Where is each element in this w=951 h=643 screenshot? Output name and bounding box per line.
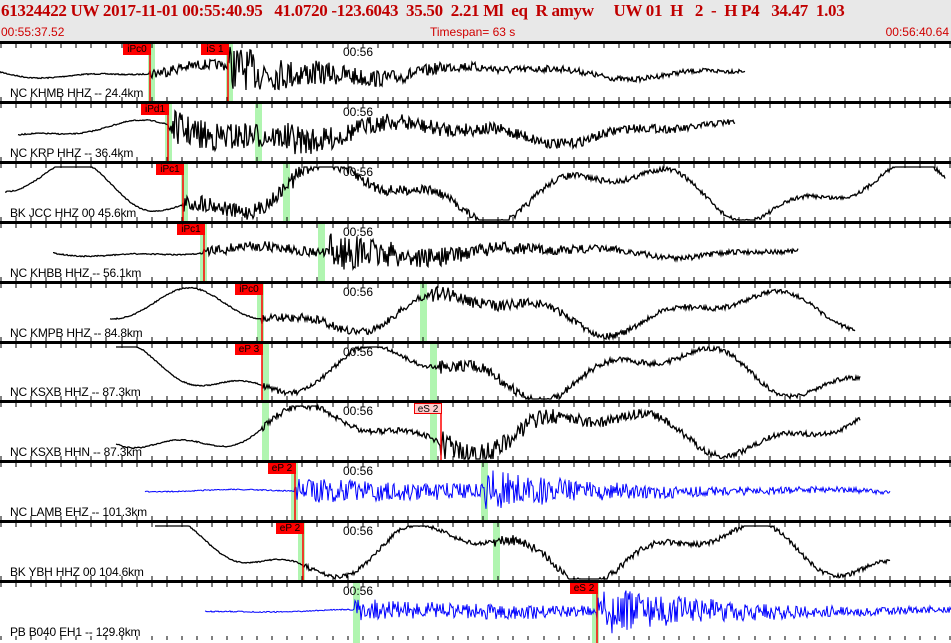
seismogram — [0, 224, 951, 284]
predicted-arrival-band — [318, 224, 325, 284]
predicted-arrival-band — [262, 344, 269, 403]
start-time: 00:55:37.52 — [1, 25, 65, 39]
station-label: NC LAMB EHZ -- 101.3km — [10, 505, 147, 519]
predicted-arrival-band — [592, 583, 599, 643]
trace-panel[interactable]: NC KMPB HHZ -- 84.8km 00:56 iPc0 — [0, 281, 951, 344]
waveform-trace — [5, 165, 946, 223]
seismogram — [0, 344, 951, 403]
pick-label[interactable]: iPc0 — [235, 284, 263, 295]
predicted-arrival-band — [430, 403, 437, 463]
time-label: 00:56 — [343, 45, 374, 59]
waveform-trace — [204, 590, 951, 634]
predicted-arrival-band — [148, 44, 155, 104]
time-label: 00:56 — [343, 464, 374, 478]
trace-panel[interactable]: NC KSXB HHN -- 87.3km 00:56 eS 2 — [0, 400, 951, 463]
waveform-trace — [0, 46, 746, 91]
predicted-arrival-band — [420, 284, 427, 344]
trace-panel[interactable]: BK YBH HHZ 00 104.6km 00:56 eP 2 — [0, 520, 951, 583]
timespan: Timespan= 63 s — [430, 25, 516, 39]
station-label: BK YBH HHZ 00 104.6km — [10, 565, 144, 579]
waveform-trace — [53, 233, 799, 271]
station-label: NC KRP HHZ -- 36.4km — [10, 146, 134, 160]
waveform-trace — [109, 285, 856, 341]
seismogram — [0, 523, 951, 583]
pick-label[interactable]: eP 2 — [276, 523, 304, 534]
predicted-arrival-band — [262, 403, 269, 463]
station-label: NC KMPB HHZ -- 84.8km — [10, 326, 143, 340]
time-label: 00:56 — [343, 345, 374, 359]
end-time: 00:56:40.64 — [885, 25, 949, 39]
event-header: 61324422 UW 2017-11-01 00:55:40.95 41.07… — [0, 0, 951, 41]
seismogram — [0, 104, 951, 164]
time-label: 00:56 — [343, 285, 374, 299]
pick-label[interactable]: eS 2 — [414, 403, 442, 415]
waveform-trace — [155, 524, 891, 581]
time-label: 00:56 — [343, 584, 374, 598]
predicted-arrival-band — [298, 523, 305, 583]
pick-label[interactable]: eP 2 — [268, 463, 296, 474]
seismogram — [0, 403, 951, 463]
seismogram — [0, 284, 951, 344]
seismogram — [0, 44, 951, 104]
trace-panel[interactable]: NC KSXB HHZ -- 87.3km 00:56 eP 3 — [0, 341, 951, 403]
trace-panel[interactable]: BK JCC HHZ 00 45.6km 00:56 iPc1 — [0, 161, 951, 224]
time-label: 00:56 — [343, 524, 374, 538]
predicted-arrival-band — [257, 284, 264, 344]
predicted-arrival-band — [430, 344, 437, 403]
time-label: 00:56 — [343, 404, 374, 418]
station-label: BK JCC HHZ 00 45.6km — [10, 206, 137, 220]
pick-label[interactable]: iS 1 — [201, 44, 229, 55]
trace-panel[interactable]: NC KHBB HHZ -- 56.1km 00:56 iPc1 — [0, 221, 951, 284]
station-label: NC KHMB HHZ -- 24.4km — [10, 86, 144, 100]
seismogram — [0, 583, 951, 643]
seismogram — [0, 463, 951, 523]
trace-panel[interactable]: PB B040 EH1 -- 129.8km 00:56 eS 2 — [0, 580, 951, 643]
predicted-arrival-band — [493, 523, 500, 583]
waveform-trace — [116, 344, 861, 401]
trace-panel[interactable]: NC KHMB HHZ -- 24.4km 00:56 iPc0 iS 1 — [0, 41, 951, 104]
predicted-arrival-band — [181, 164, 188, 224]
pick-label[interactable]: eS 2 — [570, 583, 598, 594]
time-label: 00:56 — [343, 165, 374, 179]
trace-panel[interactable]: NC LAMB EHZ -- 101.3km 00:56 eP 2 — [0, 460, 951, 523]
pick-label[interactable]: eP 3 — [235, 344, 263, 355]
waveform-panels[interactable]: NC KHMB HHZ -- 24.4km 00:56 iPc0 iS 1 NC KRP… — [0, 41, 951, 643]
pick-label[interactable]: iPc1 — [156, 164, 184, 175]
predicted-arrival-band — [283, 164, 290, 224]
trace-panel[interactable]: NC KRP HHZ -- 36.4km 00:56 iPd1 — [0, 101, 951, 164]
station-label: PB B040 EH1 -- 129.8km — [10, 625, 141, 639]
waveform-trace — [144, 470, 891, 509]
waveform-trace — [17, 109, 736, 155]
station-label: NC KHBB HHZ -- 56.1km — [10, 266, 142, 280]
station-label: NC KSXB HHN -- 87.3km — [10, 445, 142, 459]
pick-label[interactable]: iPc1 — [177, 224, 205, 235]
time-label: 00:56 — [343, 105, 374, 119]
waveform-trace — [115, 403, 861, 460]
pick-label[interactable]: iPd1 — [141, 104, 169, 115]
station-label: NC KSXB HHZ -- 87.3km — [10, 385, 141, 399]
pick-label[interactable]: iPc0 — [123, 44, 151, 55]
seismogram — [0, 164, 951, 224]
time-label: 00:56 — [343, 225, 374, 239]
predicted-arrival-band — [226, 44, 233, 104]
event-summary: 61324422 UW 2017-11-01 00:55:40.95 41.07… — [1, 1, 845, 20]
